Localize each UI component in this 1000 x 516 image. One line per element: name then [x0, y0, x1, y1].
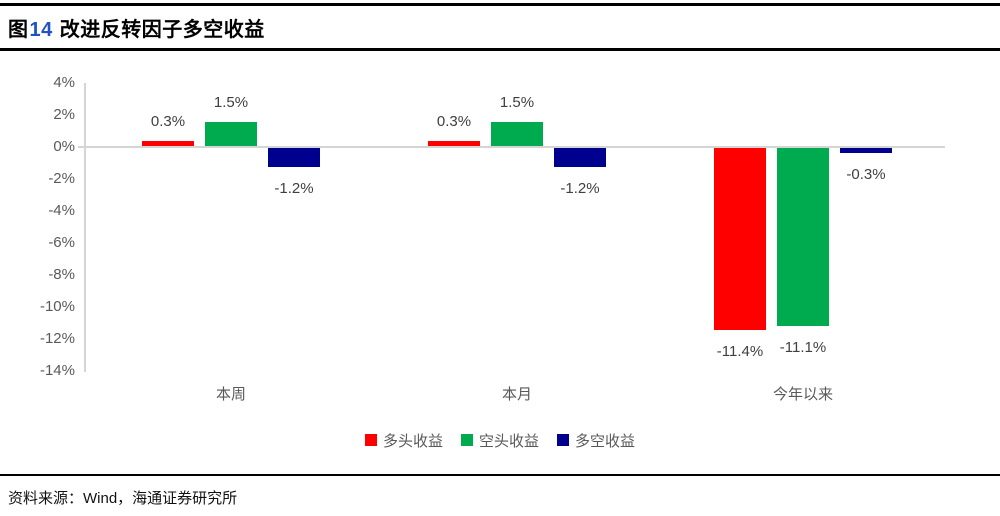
y-axis-line	[84, 83, 86, 372]
figure-title-text: 改进反转因子多空收益	[53, 19, 265, 41]
bar-value-label: 1.5%	[213, 94, 249, 111]
source-rule	[0, 474, 1000, 476]
bar-value-label: -11.4%	[716, 343, 764, 360]
x-category-label: 本周	[215, 387, 247, 403]
y-tick-label: -14%	[39, 362, 75, 379]
y-tick-label: 0%	[53, 138, 75, 155]
legend-item: 多头收益	[364, 430, 443, 451]
source-text: 资料来源：Wind，海通证券研究所	[8, 490, 238, 507]
figure-title-prefix: 图	[8, 19, 29, 41]
bar-value-label: -0.3%	[846, 166, 886, 183]
bar-多头收益-今年以来	[714, 148, 766, 330]
bar-多头收益-本周	[142, 141, 194, 146]
y-tick-label: 4%	[53, 74, 75, 91]
figure-number: 14	[29, 19, 53, 41]
bar-多头收益-本月	[428, 141, 480, 146]
figure-title: 图14 改进反转因子多空收益	[8, 13, 265, 42]
y-tick-label: -2%	[48, 170, 75, 187]
legend-label: 多头收益	[382, 433, 443, 450]
bar-value-label: 0.3%	[150, 113, 186, 130]
y-tick-label: -12%	[39, 330, 75, 347]
y-tick-label: -4%	[48, 202, 75, 219]
x-category-label: 本月	[501, 387, 533, 403]
legend-item: 多空收益	[557, 430, 635, 451]
legend-swatch	[364, 434, 377, 446]
legend-swatch	[460, 434, 473, 446]
y-tick-label: -10%	[39, 298, 75, 315]
bar-空头收益-今年以来	[777, 148, 829, 326]
bar-多空收益-今年以来	[840, 148, 892, 153]
x-category-label: 今年以来	[772, 387, 834, 403]
bar-value-label: -1.2%	[560, 180, 600, 197]
legend-label: 多空收益	[575, 433, 636, 450]
y-tick-label: -8%	[48, 266, 75, 283]
legend-label: 空头收益	[478, 433, 539, 450]
bar-空头收益-本周	[205, 122, 257, 146]
legend-item: 空头收益	[460, 430, 539, 451]
bar-多空收益-本周	[268, 148, 320, 167]
chart-legend: 多头收益 空头收益 多空收益	[0, 430, 1000, 451]
y-tick-label: 2%	[53, 106, 75, 123]
bar-value-label: 1.5%	[499, 94, 535, 111]
bar-多空收益-本月	[554, 148, 606, 167]
legend-swatch	[557, 434, 569, 446]
bar-空头收益-本月	[491, 122, 543, 146]
top-rule	[0, 3, 1000, 6]
bar-value-label: -1.2%	[274, 180, 314, 197]
zero-gridline	[78, 146, 945, 148]
title-underline-rule	[0, 48, 1000, 51]
bar-value-label: -11.1%	[779, 339, 827, 356]
y-tick-label: -6%	[48, 234, 75, 251]
bar-value-label: 0.3%	[436, 113, 472, 130]
